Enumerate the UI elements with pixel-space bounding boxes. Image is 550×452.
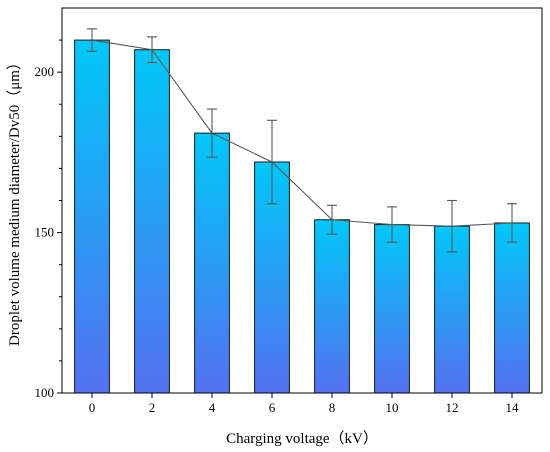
x-tick-label-2: 2	[149, 400, 156, 415]
plot-frame	[61, 7, 543, 394]
bar-0	[74, 39, 110, 394]
x-tick-label-14: 14	[506, 400, 520, 415]
y-tick-label-200: 200	[35, 64, 55, 79]
bars-group	[74, 39, 530, 394]
x-tick-label-10: 10	[386, 400, 399, 415]
y-tick-label-100: 100	[35, 385, 55, 400]
bar-10	[374, 224, 410, 394]
x-tick-label-8: 8	[329, 400, 336, 415]
x-axis: 0 2 4 6 8 10 12 14	[89, 393, 519, 415]
x-tick-label-0: 0	[89, 400, 96, 415]
bar-8	[314, 219, 350, 394]
y-axis: 100 150 200	[35, 39, 62, 400]
bar-12	[434, 225, 470, 394]
x-tick-label-12: 12	[446, 400, 459, 415]
bar-2	[134, 49, 170, 394]
x-tick-label-6: 6	[269, 400, 276, 415]
bar-14	[494, 222, 530, 394]
x-tick-label-4: 4	[209, 400, 216, 415]
y-axis-title: Droplet volume medium diameter/Dv50（μm）	[6, 55, 23, 346]
trend-line-group	[91, 39, 513, 227]
trend-line	[91, 39, 513, 227]
bar-4	[194, 132, 230, 394]
y-tick-label-150: 150	[35, 225, 55, 240]
x-axis-title: Charging voltage（kV）	[226, 430, 378, 447]
